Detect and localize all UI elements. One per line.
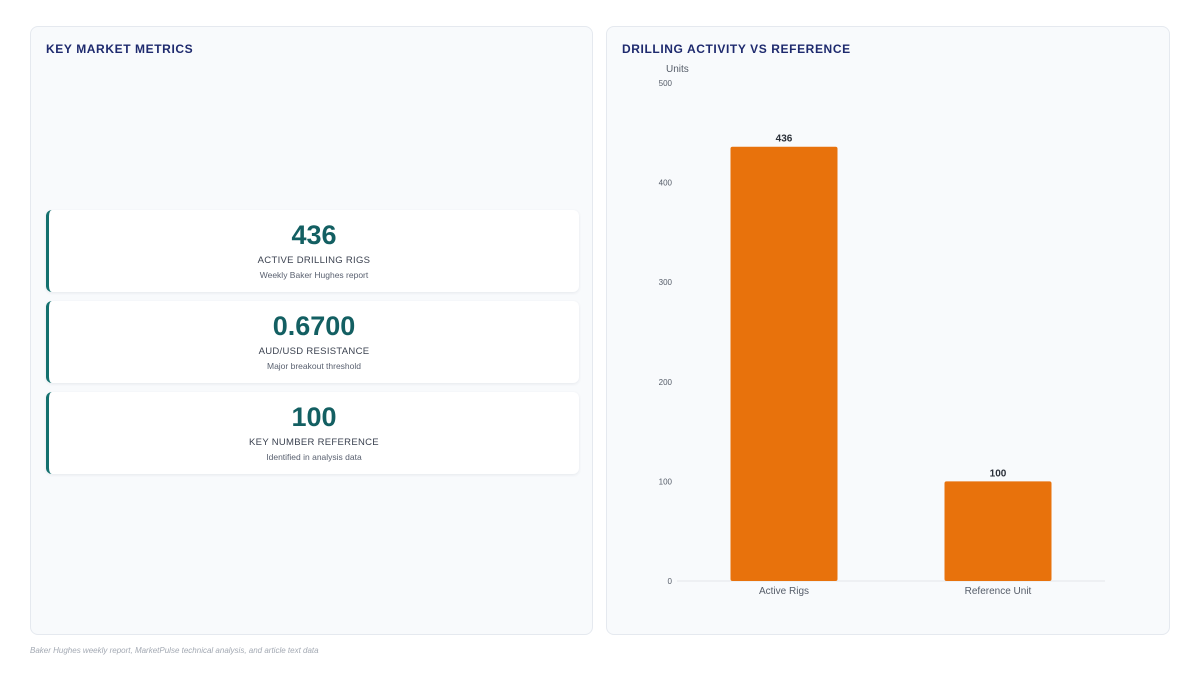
y-tick-label: 100 [659, 477, 673, 486]
source-footnote: Baker Hughes weekly report, MarketPulse … [30, 646, 319, 655]
x-tick-label: Reference Unit [965, 586, 1032, 597]
metric-label: AUD/USD RESISTANCE [258, 346, 370, 357]
metric-label: ACTIVE DRILLING RIGS [257, 255, 371, 266]
bar-data-label: 100 [990, 468, 1007, 479]
y-tick-label: 300 [659, 278, 673, 287]
bar-data-label: 436 [776, 134, 793, 145]
bar [944, 481, 1052, 581]
x-tick-label: Active Rigs [759, 586, 809, 597]
metric-card-aud-usd: 0.6700 AUD/USD RESISTANCE Major breakout… [46, 301, 579, 383]
bar-chart: Units 0 100 200 300 400 500 436 Active Rigs 100 R… [659, 64, 1105, 597]
y-tick-label: 200 [659, 378, 673, 387]
key-metrics-panel: KEY MARKET METRICS 436 ACTIVE DRILLING R… [30, 26, 593, 635]
metric-card-key-number: 100 KEY NUMBER REFERENCE Identified in a… [46, 392, 579, 474]
chart-title: DRILLING ACTIVITY VS REFERENCE [622, 42, 851, 56]
metric-sublabel: Major breakout threshold [266, 361, 362, 371]
metric-value: 100 [291, 402, 337, 432]
y-tick-label: 0 [668, 577, 673, 586]
metric-card-active-rigs: 436 ACTIVE DRILLING RIGS Weekly Baker Hu… [46, 210, 579, 292]
drilling-chart-panel: DRILLING ACTIVITY VS REFERENCE Units 0 10… [606, 26, 1170, 635]
metric-value: 0.6700 [272, 311, 356, 341]
metric-sublabel: Weekly Baker Hughes report [259, 270, 369, 280]
y-axis-label: Units [666, 64, 689, 75]
key-metrics-title: KEY MARKET METRICS [46, 42, 194, 56]
metric-label: KEY NUMBER REFERENCE [249, 437, 379, 448]
bar [730, 146, 838, 581]
metric-value: 436 [291, 220, 337, 250]
y-tick-label: 500 [659, 79, 673, 88]
metrics-list: 436 ACTIVE DRILLING RIGS Weekly Baker Hu… [46, 210, 579, 483]
metric-sublabel: Identified in analysis data [266, 452, 362, 462]
y-tick-label: 400 [659, 179, 673, 188]
